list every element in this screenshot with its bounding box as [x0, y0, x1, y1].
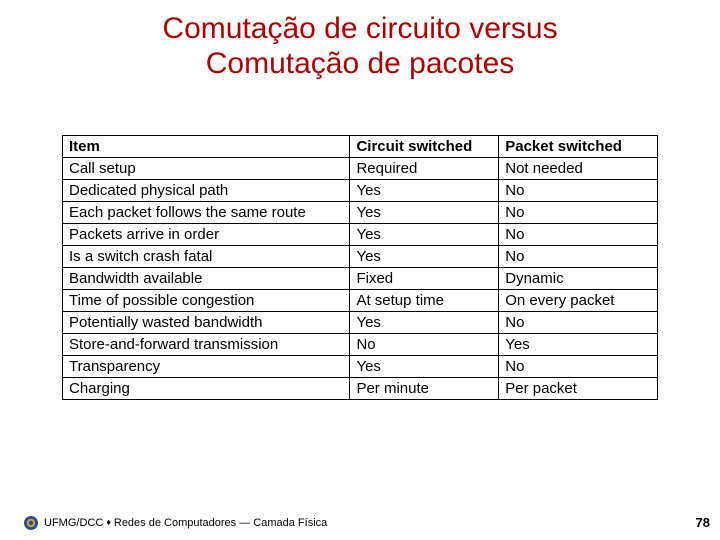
table-row: Call setupRequiredNot needed	[63, 158, 658, 180]
cell: No	[499, 356, 658, 378]
cell: Yes	[499, 334, 658, 356]
cell: Yes	[350, 202, 499, 224]
table-header-row: Item Circuit switched Packet switched	[63, 136, 658, 158]
slide-title: Comutação de circuito versus Comutação d…	[0, 0, 720, 81]
cell: Transparency	[63, 356, 350, 378]
cell: No	[499, 312, 658, 334]
comparison-table: Item Circuit switched Packet switched Ca…	[62, 135, 658, 400]
cell: Each packet follows the same route	[63, 202, 350, 224]
table-row: Bandwidth availableFixedDynamic	[63, 268, 658, 290]
comparison-table-container: Item Circuit switched Packet switched Ca…	[62, 135, 658, 400]
table-body: Call setupRequiredNot needed Dedicated p…	[63, 158, 658, 400]
cell: Is a switch crash fatal	[63, 246, 350, 268]
cell: Dynamic	[499, 268, 658, 290]
footer-org: UFMG/DCC	[44, 517, 103, 529]
slide: Comutação de circuito versus Comutação d…	[0, 0, 720, 540]
cell: Not needed	[499, 158, 658, 180]
cell: Charging	[63, 378, 350, 400]
cell: No	[499, 246, 658, 268]
cell: Yes	[350, 224, 499, 246]
table-row: Store-and-forward transmissionNoYes	[63, 334, 658, 356]
cell: No	[350, 334, 499, 356]
col-header-packet: Packet switched	[499, 136, 658, 158]
cell: Store-and-forward transmission	[63, 334, 350, 356]
cell: Yes	[350, 180, 499, 202]
cell: Yes	[350, 246, 499, 268]
cell: No	[499, 224, 658, 246]
cell: Bandwidth available	[63, 268, 350, 290]
cell: Yes	[350, 312, 499, 334]
col-header-item: Item	[63, 136, 350, 158]
cell: Per minute	[350, 378, 499, 400]
cell: Call setup	[63, 158, 350, 180]
cell: Time of possible congestion	[63, 290, 350, 312]
cell: Yes	[350, 356, 499, 378]
cell: Fixed	[350, 268, 499, 290]
cell: No	[499, 202, 658, 224]
cell: Dedicated physical path	[63, 180, 350, 202]
title-line-2: Comutação de pacotes	[0, 47, 720, 82]
cell: Potentially wasted bandwidth	[63, 312, 350, 334]
cell: No	[499, 180, 658, 202]
cell: At setup time	[350, 290, 499, 312]
table-row: Dedicated physical pathYesNo	[63, 180, 658, 202]
title-line-1: Comutação de circuito versus	[0, 12, 720, 47]
footer-course: Redes de Computadores — Camada Física	[114, 517, 327, 529]
table-row: Packets arrive in orderYesNo	[63, 224, 658, 246]
footer-text: UFMG/DCC♦Redes de Computadores — Camada …	[44, 517, 327, 529]
footer-separator: ♦	[103, 517, 114, 527]
cell: Packets arrive in order	[63, 224, 350, 246]
footer-left: UFMG/DCC♦Redes de Computadores — Camada …	[24, 516, 327, 530]
col-header-circuit: Circuit switched	[350, 136, 499, 158]
cell: Required	[350, 158, 499, 180]
table-row: Each packet follows the same routeYesNo	[63, 202, 658, 224]
table-row: TransparencyYesNo	[63, 356, 658, 378]
slide-footer: UFMG/DCC♦Redes de Computadores — Camada …	[0, 510, 720, 530]
ufmg-logo-icon	[24, 516, 38, 530]
table-row: Time of possible congestionAt setup time…	[63, 290, 658, 312]
table-row: Is a switch crash fatalYesNo	[63, 246, 658, 268]
page-number: 78	[696, 515, 710, 530]
table-row: Potentially wasted bandwidthYesNo	[63, 312, 658, 334]
cell: Per packet	[499, 378, 658, 400]
cell: On every packet	[499, 290, 658, 312]
table-row: ChargingPer minutePer packet	[63, 378, 658, 400]
